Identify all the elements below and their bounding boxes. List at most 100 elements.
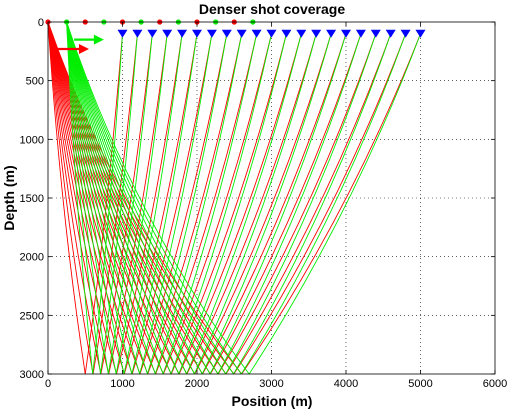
ray-down-path — [66, 21, 117, 375]
receiver-marker — [132, 29, 143, 38]
x-tick-label: 6000 — [483, 378, 507, 390]
y-tick-label: 3000 — [20, 369, 44, 381]
ray-up-path — [92, 33, 138, 375]
ray-down-path — [66, 21, 172, 375]
ray-down-path — [47, 21, 117, 375]
ray-up-path — [123, 33, 198, 375]
ray-up-path — [225, 33, 392, 375]
ray-down-path — [66, 21, 211, 375]
x-tick-label: 1000 — [110, 378, 134, 390]
y-tick-label: 0 — [38, 17, 44, 29]
shift-arrow-head — [78, 43, 89, 54]
ray-down-path — [66, 21, 219, 375]
receiver-marker — [251, 29, 262, 38]
ray-up-path — [240, 33, 407, 375]
ray-up-path — [225, 33, 377, 375]
ray-up-path — [210, 33, 362, 375]
ray-down-path — [47, 21, 149, 375]
ray-up-path — [147, 33, 243, 375]
ray-up-path — [92, 33, 123, 375]
plot-title: Denser shot coverage — [199, 1, 345, 17]
ray-up-path — [178, 33, 302, 375]
ray-up-path — [178, 33, 287, 375]
ray-up-path — [100, 33, 138, 375]
ray-up-path — [186, 33, 302, 375]
y-tick-label: 1000 — [20, 134, 44, 146]
x-tick-label: 4000 — [334, 378, 358, 390]
receiver-marker — [177, 29, 188, 38]
ray-up-path — [116, 33, 183, 375]
receiver-marker — [385, 29, 396, 38]
ray-down-path — [47, 21, 211, 375]
receiver-marker — [281, 29, 292, 38]
receiver-marker — [415, 29, 426, 38]
ray-up-path — [217, 33, 362, 375]
ray-up-path — [241, 33, 421, 375]
y-tick-label: 2000 — [20, 252, 44, 264]
receiver-marker — [326, 29, 337, 38]
ray-up-path — [186, 33, 317, 375]
receiver-marker — [206, 29, 217, 38]
ray-down-path — [47, 21, 164, 375]
ray-up-path — [170, 33, 287, 375]
ray-up-path — [193, 33, 317, 375]
receiver-marker — [400, 29, 411, 38]
ray-down-path — [66, 21, 250, 375]
ray-down-path — [66, 21, 227, 375]
ray-down-path — [47, 21, 243, 375]
ray-down-path — [47, 21, 157, 375]
ray-down-path — [66, 21, 164, 375]
ray-down-path — [47, 21, 219, 375]
ray-down-path — [47, 21, 235, 375]
ray-up-path — [115, 33, 168, 375]
y-tick-label: 2500 — [20, 310, 44, 322]
ray-up-path — [123, 33, 183, 375]
ray-up-path — [162, 33, 258, 375]
receiver-marker — [192, 29, 202, 38]
receiver-marker — [162, 29, 173, 38]
receiver-marker — [311, 29, 322, 38]
receiver-marker — [147, 29, 158, 38]
ray-down-path — [66, 21, 187, 375]
ray-up-path — [209, 33, 347, 375]
receiver-marker — [370, 29, 381, 38]
ray-down-path — [66, 21, 242, 375]
x-tick-label: 5000 — [408, 378, 432, 390]
ray-down-path — [66, 21, 109, 375]
ray-down-path — [66, 21, 180, 375]
y-tick-label: 500 — [26, 76, 44, 88]
shift-arrow-head — [93, 34, 104, 45]
ray-up-path — [147, 33, 228, 375]
ray-up-path — [201, 33, 332, 375]
ray-up-path — [194, 33, 332, 375]
receiver-marker — [117, 29, 128, 38]
ray-up-path — [131, 33, 198, 375]
receiver-marker — [341, 29, 351, 38]
ray-down-path — [66, 21, 125, 375]
ray-down-path — [47, 21, 180, 375]
ray-up-path — [155, 33, 258, 375]
ray-down-path — [47, 21, 125, 375]
ray-down-path — [47, 21, 86, 375]
ray-down-path — [47, 21, 196, 375]
receiver-marker — [355, 29, 366, 38]
ray-up-path — [217, 33, 377, 375]
x-tick-label: 3000 — [259, 378, 283, 390]
ray-down-path — [47, 21, 102, 375]
ray-down-path — [66, 21, 203, 375]
receiver-marker — [221, 29, 232, 38]
y-axis-title: Depth (m) — [1, 165, 17, 230]
ray-up-path — [248, 33, 421, 375]
ray-up-path — [108, 33, 168, 375]
receiver-marker — [236, 29, 247, 38]
ray-down-path — [66, 21, 234, 375]
ray-up-path — [202, 33, 347, 375]
ray-down-path — [47, 21, 188, 375]
ray-up-path — [233, 33, 392, 375]
ray-down-path — [47, 21, 94, 375]
x-tick-label: 0 — [45, 378, 51, 390]
ray-up-path — [154, 33, 243, 375]
x-axis-title: Position (m) — [232, 393, 313, 409]
ray-down-path — [66, 21, 141, 375]
